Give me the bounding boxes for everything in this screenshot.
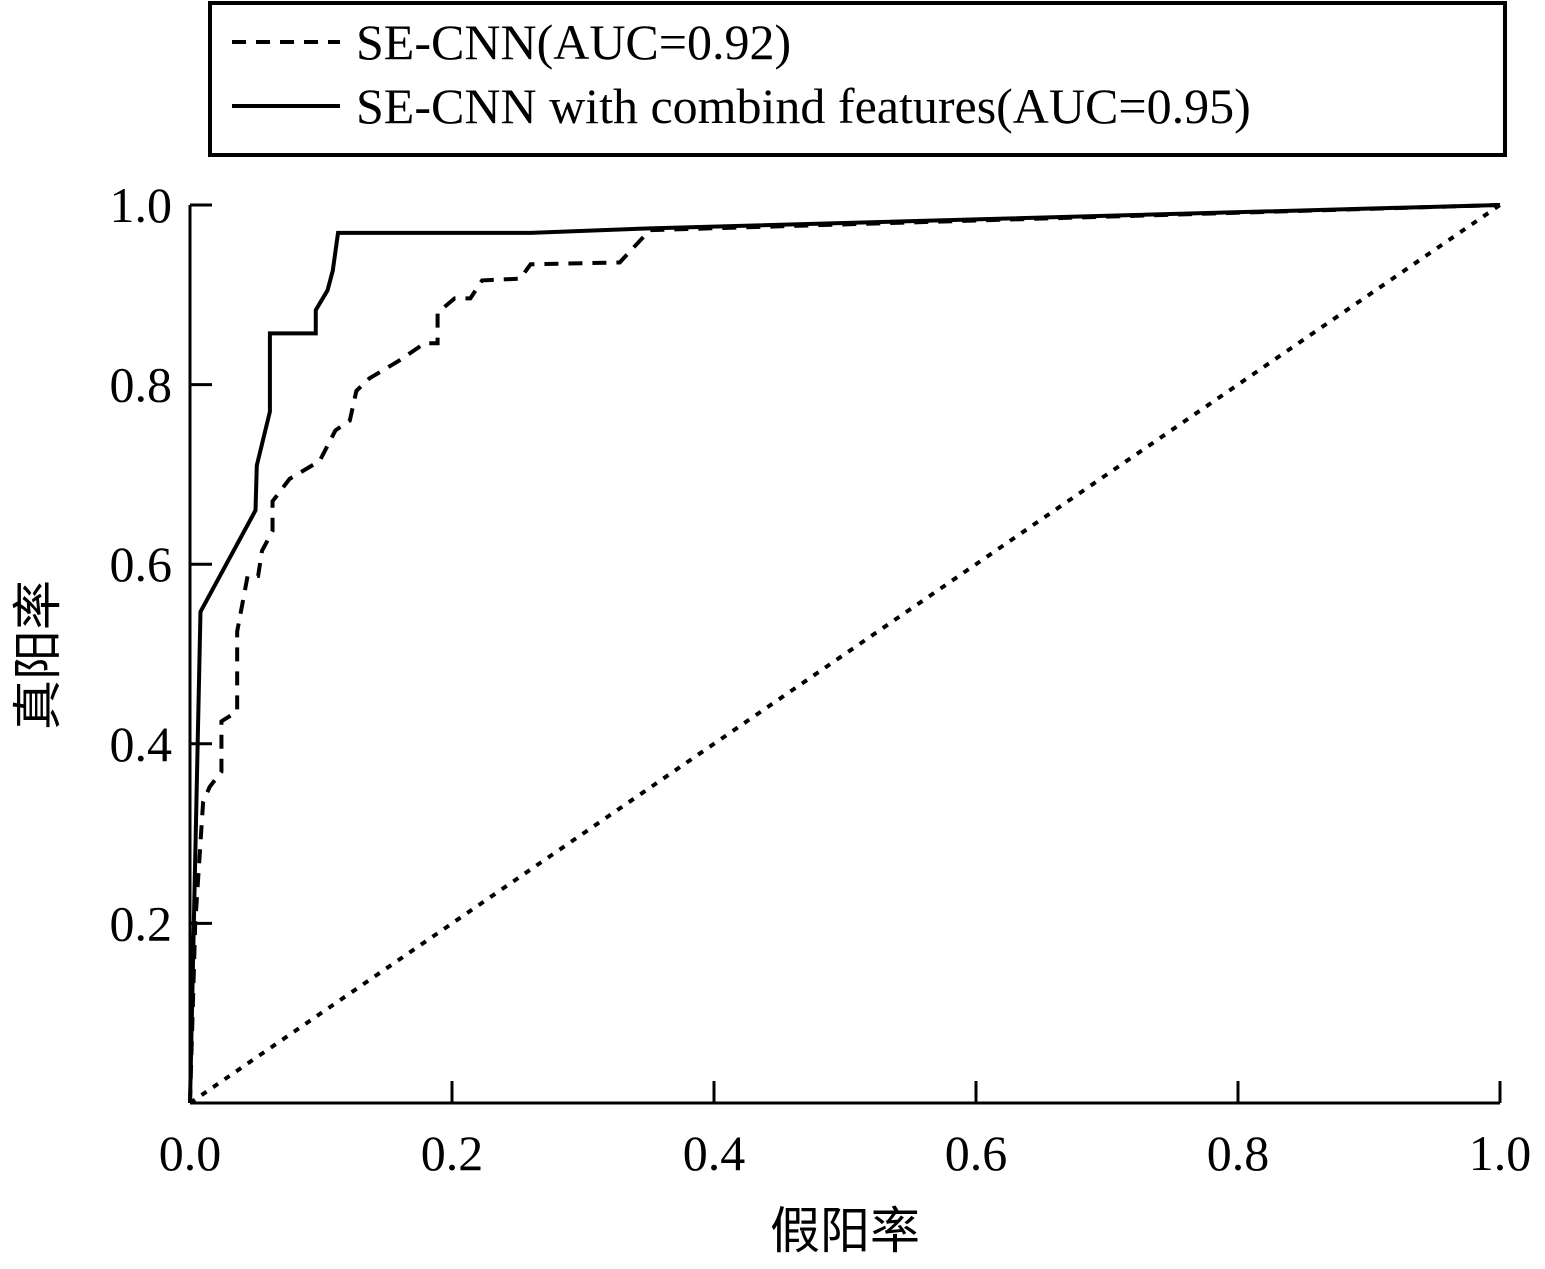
legend-label: SE-CNN with combind features(AUC=0.95): [356, 78, 1251, 134]
y-tick-label: 0.8: [110, 357, 173, 413]
x-axis-label: 假阳率: [770, 1203, 920, 1259]
roc-line: [188, 203, 1502, 1105]
y-tick-label: 0.4: [110, 716, 173, 772]
legend-box: [208, 1, 1507, 157]
x-tick-label: 0.0: [159, 1125, 222, 1181]
x-tick-label: 1.0: [1469, 1125, 1532, 1181]
x-tick-label: 0.6: [945, 1125, 1008, 1181]
y-axis-label: 真阳率: [10, 580, 66, 730]
legend-label: SE-CNN(AUC=0.92): [356, 14, 791, 70]
y-tick-label: 0.6: [110, 536, 173, 592]
y-tick-label: 0.2: [110, 895, 173, 951]
x-tick-label: 0.8: [1207, 1125, 1270, 1181]
x-tick-label: 0.4: [683, 1125, 746, 1181]
roc-line: [188, 203, 1501, 1104]
roc-line: [188, 203, 1501, 1104]
y-tick-label: 1.0: [110, 177, 173, 233]
x-tick-label: 0.2: [421, 1125, 484, 1181]
